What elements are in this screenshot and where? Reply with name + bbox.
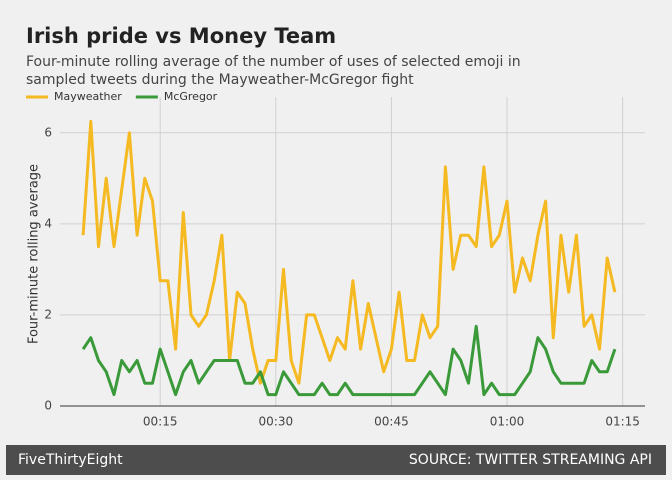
x-tick-label: 00:15 [143,415,178,429]
subtitle: sampled tweets during the Mayweather-McG… [26,72,414,88]
y-axis-label: Four-minute rolling average [27,164,42,344]
x-tick-label: 00:30 [259,415,294,429]
footer-brand: FiveThirtyEight [18,452,123,468]
y-tick-label: 2 [44,307,52,321]
legend-label: McGregor [164,90,218,103]
subtitle: Four-minute rolling average of the numbe… [26,54,521,70]
legend-label: Mayweather [54,90,122,103]
x-tick-label: 01:15 [605,415,640,429]
y-tick-label: 6 [44,125,52,139]
series-line [81,324,617,397]
x-tick-label: 00:45 [374,415,409,429]
x-tick-label: 01:00 [490,415,525,429]
footer-source: SOURCE: TWITTER STREAMING API [409,452,652,468]
y-tick-label: 4 [44,216,52,230]
footer [6,445,666,475]
chart-title: Irish pride vs Money Team [26,24,336,48]
y-tick-label: 0 [44,399,52,413]
series-line [81,119,617,385]
